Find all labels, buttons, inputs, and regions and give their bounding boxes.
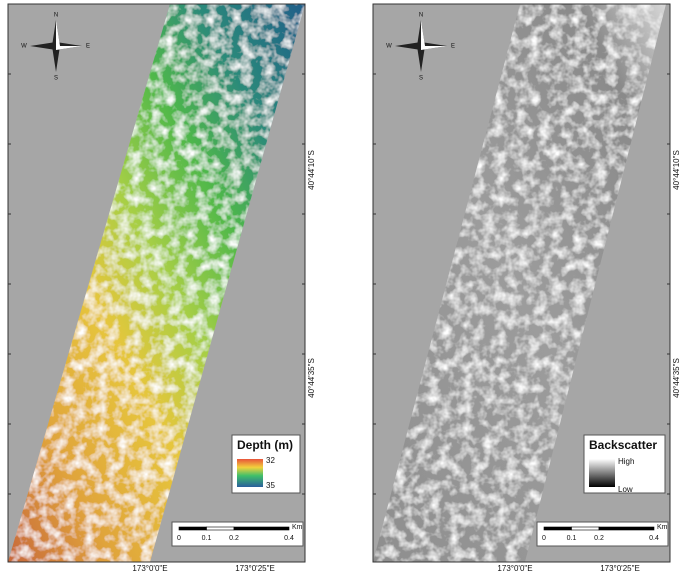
x-coordinate-label: 173°0'25"E: [235, 564, 275, 572]
map-panel: N S W E Backscatter High Low 0 0.1 0.2 0.4 Km 173°0'…: [373, 4, 681, 572]
compass-e: E: [451, 44, 455, 50]
scale-unit: Km: [292, 524, 303, 531]
scale-segment: [179, 527, 207, 530]
compass-n: N: [54, 13, 58, 19]
scale-label: 0.1: [202, 535, 212, 542]
compass-w: W: [21, 44, 27, 50]
x-coordinate-label: 173°0'0"E: [132, 564, 167, 572]
y-coordinate-label: 40°44'10"S: [307, 150, 316, 190]
scale-label: 0.2: [594, 535, 604, 542]
legend-label: High: [618, 457, 634, 466]
compass-n: N: [419, 13, 423, 19]
scale-label: 0.1: [567, 535, 577, 542]
compass-e: E: [86, 44, 90, 50]
legend-label: 32: [266, 456, 275, 465]
legend-title: Backscatter: [589, 438, 657, 452]
compass-s: S: [54, 76, 58, 82]
scale-label: 0: [177, 535, 181, 542]
scale-label: 0.2: [229, 535, 239, 542]
y-coordinate-label: 40°44'35"S: [307, 358, 316, 398]
scale-segment: [234, 527, 289, 530]
compass-w: W: [386, 44, 392, 50]
scale-label: 0.4: [649, 535, 659, 542]
scale-segment: [572, 527, 600, 530]
legend-title: Depth (m): [237, 438, 293, 452]
scale-segment: [207, 527, 235, 530]
x-coordinate-label: 173°0'25"E: [600, 564, 640, 572]
scale-unit: Km: [657, 524, 668, 531]
figure: N S W E Depth (m) 32 35 0 0.1 0.2 0.4 Km 173°0'0"E 17…: [0, 0, 682, 572]
legend-swatch: [589, 459, 615, 487]
y-coordinate-label: 40°44'35"S: [672, 358, 681, 398]
x-coordinate-label: 173°0'0"E: [497, 564, 532, 572]
compass-s: S: [419, 76, 423, 82]
scale-segment: [599, 527, 654, 530]
y-coordinate-label: 40°44'10"S: [672, 150, 681, 190]
legend-label: 35: [266, 481, 275, 490]
legend-label: Low: [618, 485, 633, 494]
scale-label: 0.4: [284, 535, 294, 542]
map-panel: N S W E Depth (m) 32 35 0 0.1 0.2 0.4 Km 173°0'0"E 17…: [8, 4, 316, 572]
scale-segment: [544, 527, 572, 530]
legend-swatch: [237, 459, 263, 487]
scale-label: 0: [542, 535, 546, 542]
